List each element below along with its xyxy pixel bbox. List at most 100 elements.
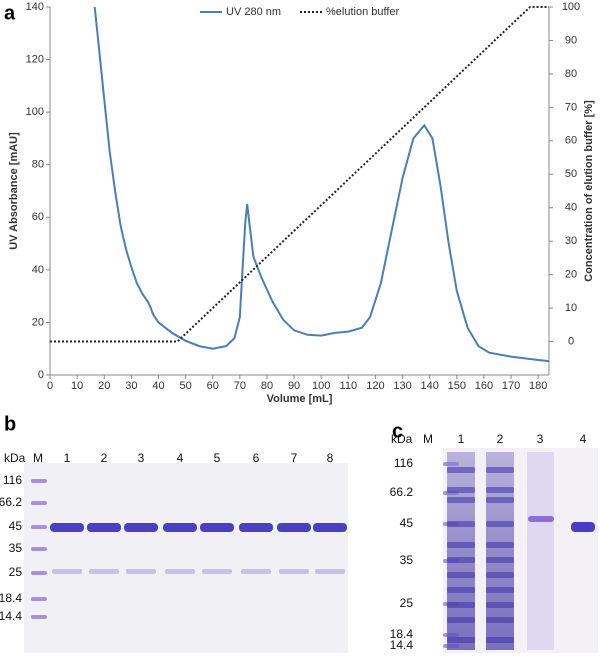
- lane-label: 7: [291, 451, 298, 465]
- mw-label: 14.4: [390, 638, 414, 652]
- lysate-band: [447, 542, 475, 548]
- y2-tick-label: 0: [568, 335, 574, 347]
- lysate-band: [447, 637, 475, 643]
- y2-tick-label: 50: [565, 168, 577, 180]
- marker-band: [31, 547, 47, 551]
- protein-band: [313, 523, 347, 532]
- lane-label: 5: [214, 451, 221, 465]
- panel-label: b: [4, 413, 16, 435]
- lane-label: 2: [101, 451, 108, 465]
- y2-tick-label: 90: [565, 34, 577, 46]
- marker-band: [31, 525, 47, 529]
- protein-band: [277, 523, 311, 532]
- lane-label: 1: [458, 432, 465, 446]
- x-tick-label: 40: [152, 380, 164, 392]
- protein-band: [200, 523, 234, 532]
- x-tick-label: 140: [420, 380, 438, 392]
- lane-4-band: [571, 522, 595, 532]
- legend-label: UV 280 nm: [226, 6, 281, 18]
- marker-label: M: [33, 451, 43, 465]
- y-axis-label: UV Absorbance [mAU]: [8, 132, 20, 250]
- lysate-band: [486, 572, 514, 578]
- mw-label: 25: [400, 596, 414, 610]
- lysate-band: [447, 617, 475, 623]
- y2-axis-label: Concentration of elution buffer [%]: [583, 100, 595, 282]
- protein-band: [50, 523, 84, 532]
- unit-label: kDa: [391, 432, 413, 446]
- x-tick-label: 10: [71, 380, 83, 392]
- lane-label: 6: [253, 451, 260, 465]
- y-tick-label: 20: [32, 316, 44, 328]
- faint-band: [126, 569, 156, 574]
- lysate-band: [447, 487, 475, 493]
- y-tick-label: 120: [26, 53, 44, 65]
- y2-tick-label: 20: [565, 269, 577, 281]
- x-tick-label: 120: [366, 380, 384, 392]
- lysate-band: [486, 497, 514, 503]
- y2-tick-label: 60: [565, 135, 577, 147]
- y2-tick-label: 100: [562, 1, 580, 13]
- lysate-band: [447, 602, 475, 608]
- y-tick-label: 40: [32, 264, 44, 276]
- marker-band: [31, 615, 47, 619]
- lysate-band: [447, 572, 475, 578]
- y2-tick-label: 30: [565, 235, 577, 247]
- x-tick-label: 150: [448, 380, 466, 392]
- lane-label: 2: [497, 432, 504, 446]
- mw-label: 18.4: [0, 591, 22, 605]
- x-tick-label: 60: [207, 380, 219, 392]
- lane-3-band: [528, 516, 554, 522]
- unit-label: kDa: [4, 451, 26, 465]
- x-tick-label: 110: [340, 380, 358, 392]
- lane-3-smear: [527, 452, 554, 650]
- x-tick-label: 90: [288, 380, 300, 392]
- marker-label: M: [423, 432, 433, 446]
- mw-label: 66.2: [390, 485, 414, 499]
- data-line: [93, 6, 550, 363]
- chart: 0 10 20 30 40 50 60 70 80 90 100 110 120 130 140 150 160…: [8, 1, 595, 405]
- y-tick-label: 100: [26, 106, 44, 118]
- faint-band: [315, 569, 345, 574]
- mw-label: 14.4: [0, 609, 22, 623]
- faint-band: [202, 569, 232, 574]
- lane-label: 3: [138, 451, 145, 465]
- x-tick-label: 180: [529, 380, 547, 392]
- protein-band: [87, 523, 121, 532]
- y2-tick-label: 80: [565, 68, 577, 80]
- marker-band: [31, 571, 47, 575]
- protein-band: [239, 523, 273, 532]
- lysate-band: [486, 521, 514, 527]
- x-tick-label: 20: [98, 380, 110, 392]
- lane-label: 8: [327, 451, 334, 465]
- panel-label: c: [392, 420, 403, 442]
- lysate-band: [486, 587, 514, 593]
- lysate-band: [486, 602, 514, 608]
- marker-band: [31, 501, 47, 505]
- mw-label: 18.4: [390, 627, 414, 641]
- mw-label: 35: [9, 541, 23, 555]
- lysate-band: [486, 617, 514, 623]
- lysate-band: [447, 521, 475, 527]
- y-tick-label: 140: [26, 1, 44, 13]
- panel-label: a: [4, 2, 16, 24]
- lane-label: 1: [64, 451, 71, 465]
- protein-band: [124, 523, 158, 532]
- x-tick-label: 80: [261, 380, 273, 392]
- mw-label: 25: [9, 565, 23, 579]
- lysate-band: [486, 467, 514, 473]
- lysate-band: [447, 467, 475, 473]
- lysate-band: [486, 487, 514, 493]
- y2-tick-label: 40: [565, 202, 577, 214]
- protein-band: [163, 523, 197, 532]
- mw-label: 45: [400, 516, 414, 530]
- x-tick-label: 160: [475, 380, 493, 392]
- data-line: [50, 6, 549, 343]
- x-tick-label: 70: [234, 380, 246, 392]
- x-tick-label: 50: [179, 380, 191, 392]
- lysate-band: [447, 587, 475, 593]
- y2-tick-label: 70: [565, 101, 577, 113]
- y-tick-label: 80: [32, 159, 44, 171]
